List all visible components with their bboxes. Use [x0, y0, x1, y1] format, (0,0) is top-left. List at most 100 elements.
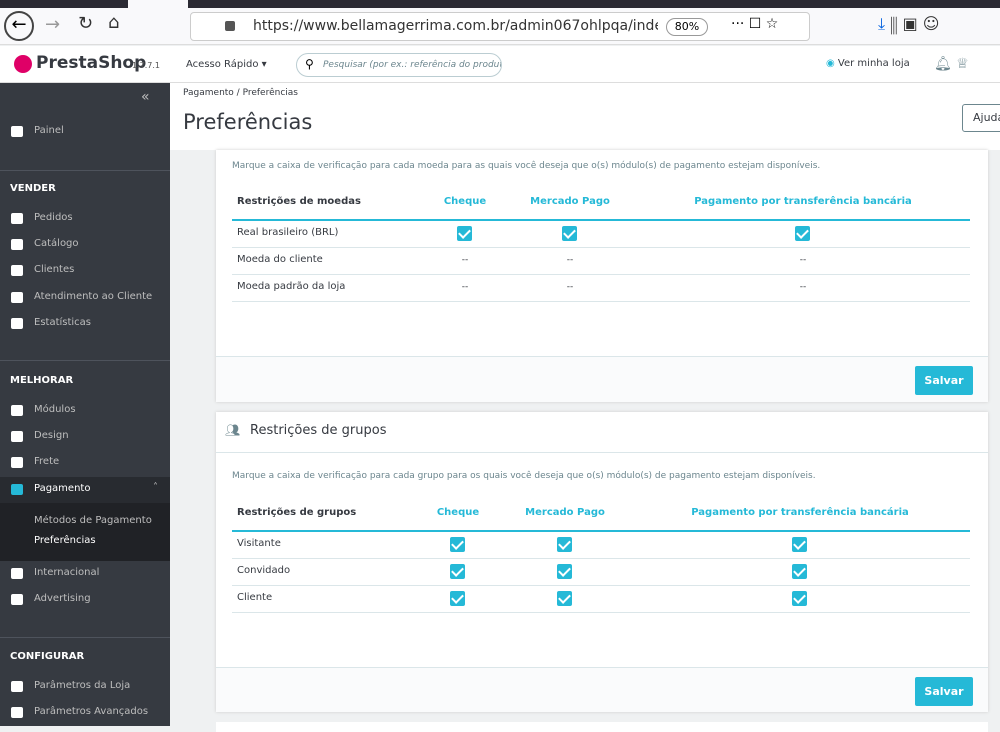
- menu-icon: [11, 292, 23, 303]
- column-header: Cheque: [443, 196, 487, 207]
- save-button[interactable]: Salvar: [915, 366, 973, 395]
- checkbox[interactable]: [557, 591, 572, 606]
- menu-item[interactable]: Internacional: [34, 567, 100, 578]
- section-title: CONFIGURAR: [10, 651, 85, 662]
- panel-title: Restrições de grupos: [250, 423, 387, 438]
- menu-icon: [11, 265, 23, 276]
- menu-item[interactable]: Advertising: [34, 593, 91, 604]
- checkbox[interactable]: [557, 537, 572, 552]
- menu-icon: [11, 681, 23, 692]
- checkbox[interactable]: [457, 226, 472, 241]
- url: https://www.bellamagerrima.com.br/admin0…: [253, 18, 658, 34]
- menu-icon: [11, 707, 23, 718]
- row-line: [232, 585, 970, 586]
- search-placeholder: Pesquisar (por ex.: referência do produt: [323, 60, 502, 70]
- menu-icon: [11, 318, 23, 329]
- panel-icon: 👥︎: [225, 423, 241, 437]
- menu-item[interactable]: Parâmetros da Loja: [34, 680, 131, 691]
- view-store-label: Ver minha loja: [837, 58, 910, 69]
- separator: [0, 360, 170, 361]
- checkbox[interactable]: [557, 564, 572, 579]
- checkbox[interactable]: [450, 564, 465, 579]
- checkbox[interactable]: [450, 537, 465, 552]
- version: 1.7.7.1: [132, 61, 160, 70]
- forward-button[interactable]: →: [45, 14, 61, 35]
- section-title: VENDER: [10, 183, 56, 194]
- reload-button[interactable]: ↻: [78, 13, 94, 34]
- app-header: PrestaShop 1.7.7.1 Acesso Rápido ▾ ⚲ Pes…: [0, 46, 1000, 83]
- separator: [0, 637, 170, 638]
- row-line: [232, 301, 970, 302]
- menu-item[interactable]: Pagamento: [34, 483, 91, 494]
- menu-icon: [11, 457, 23, 468]
- browser-toolbar: ← → ↻ ⌂ https://www.bellamagerrima.com.b…: [0, 8, 1000, 45]
- help-button[interactable]: Ajuda: [962, 104, 1000, 132]
- menu-item[interactable]: Parâmetros Avançados: [34, 706, 149, 717]
- logo[interactable]: PrestaShop: [36, 53, 147, 73]
- column-header: Restrições de grupos: [237, 507, 357, 518]
- menu-item[interactable]: Estatísticas: [34, 317, 92, 328]
- column-header: Cheque: [436, 507, 480, 518]
- menu-item[interactable]: Módulos: [34, 404, 76, 415]
- panel: Marque a caixa de verificação para cada …: [216, 150, 988, 402]
- submenu: [0, 503, 170, 561]
- section-title: MELHORAR: [10, 375, 74, 386]
- active-item: [0, 477, 170, 503]
- cell: --: [461, 255, 469, 265]
- row-line: [232, 612, 970, 613]
- column-header: Mercado Pago: [525, 507, 605, 518]
- home-button[interactable]: ⌂: [108, 12, 120, 33]
- checkbox[interactable]: [792, 537, 807, 552]
- menu-item[interactable]: Atendimento ao Cliente: [34, 291, 153, 302]
- header-line: [232, 530, 970, 532]
- menu-item[interactable]: Frete: [34, 456, 60, 467]
- save-button[interactable]: Salvar: [915, 677, 973, 706]
- menu-item[interactable]: Design: [34, 430, 69, 441]
- row-label: Visitante: [237, 538, 281, 549]
- row-label: Real brasileiro (BRL): [237, 227, 339, 238]
- submenu-item[interactable]: Métodos de Pagamento: [34, 515, 152, 526]
- checkbox[interactable]: [792, 591, 807, 606]
- page-header: Pagamento / Preferências Preferências Aj…: [170, 83, 1000, 150]
- checkbox[interactable]: [450, 591, 465, 606]
- menu-item[interactable]: Catálogo: [34, 238, 79, 249]
- row-label: Moeda padrão da loja: [237, 281, 346, 292]
- breadcrumb: Pagamento / Preferências: [183, 88, 298, 98]
- panel-divider: [216, 452, 988, 453]
- zoom[interactable]: 80%: [666, 18, 708, 36]
- quick-access[interactable]: Acesso Rápido ▾: [186, 59, 267, 70]
- column-header: Restrições de moedas: [237, 196, 361, 207]
- menu-icon: [11, 568, 23, 579]
- row-line: [232, 274, 970, 275]
- checkbox[interactable]: [795, 226, 810, 241]
- submenu-item[interactable]: Preferências: [34, 535, 96, 546]
- menu-item[interactable]: Pedidos: [34, 212, 73, 223]
- collapse-button[interactable]: «: [141, 89, 150, 105]
- next-panel: [216, 722, 988, 732]
- url-bar[interactable]: https://www.bellamagerrima.com.br/admin0…: [190, 12, 810, 41]
- panel-description: Marque a caixa de verificação para cada …: [232, 161, 821, 171]
- breadcrumb-item: Preferências: [242, 88, 298, 98]
- menu-icon: [11, 239, 23, 250]
- menu-item[interactable]: Clientes: [34, 264, 75, 275]
- tab-strip: [0, 0, 1000, 8]
- sidebar: « Painel VENDER Pedidos Catálogo Clientes Ate…: [0, 83, 170, 726]
- view-store[interactable]: ◉ Ver minha loja: [826, 58, 910, 69]
- cell: --: [799, 255, 807, 265]
- menu-icon: [11, 213, 23, 224]
- checkbox[interactable]: [792, 564, 807, 579]
- menu-icon: [11, 431, 23, 442]
- checkbox[interactable]: [562, 226, 577, 241]
- menu-icon: [11, 594, 23, 605]
- menu-icon: [11, 126, 23, 137]
- breadcrumb-item[interactable]: Pagamento: [183, 88, 234, 98]
- search[interactable]: ⚲ Pesquisar (por ex.: referência do prod…: [296, 53, 502, 77]
- back-button[interactable]: ←: [4, 11, 34, 41]
- menu-item[interactable]: Painel: [34, 125, 64, 136]
- row-label: Moeda do cliente: [237, 254, 323, 265]
- column-header: Pagamento por transferência bancária: [694, 196, 912, 207]
- cell: --: [566, 255, 574, 265]
- panel-footer: Salvar: [216, 667, 988, 712]
- cell: --: [799, 282, 807, 292]
